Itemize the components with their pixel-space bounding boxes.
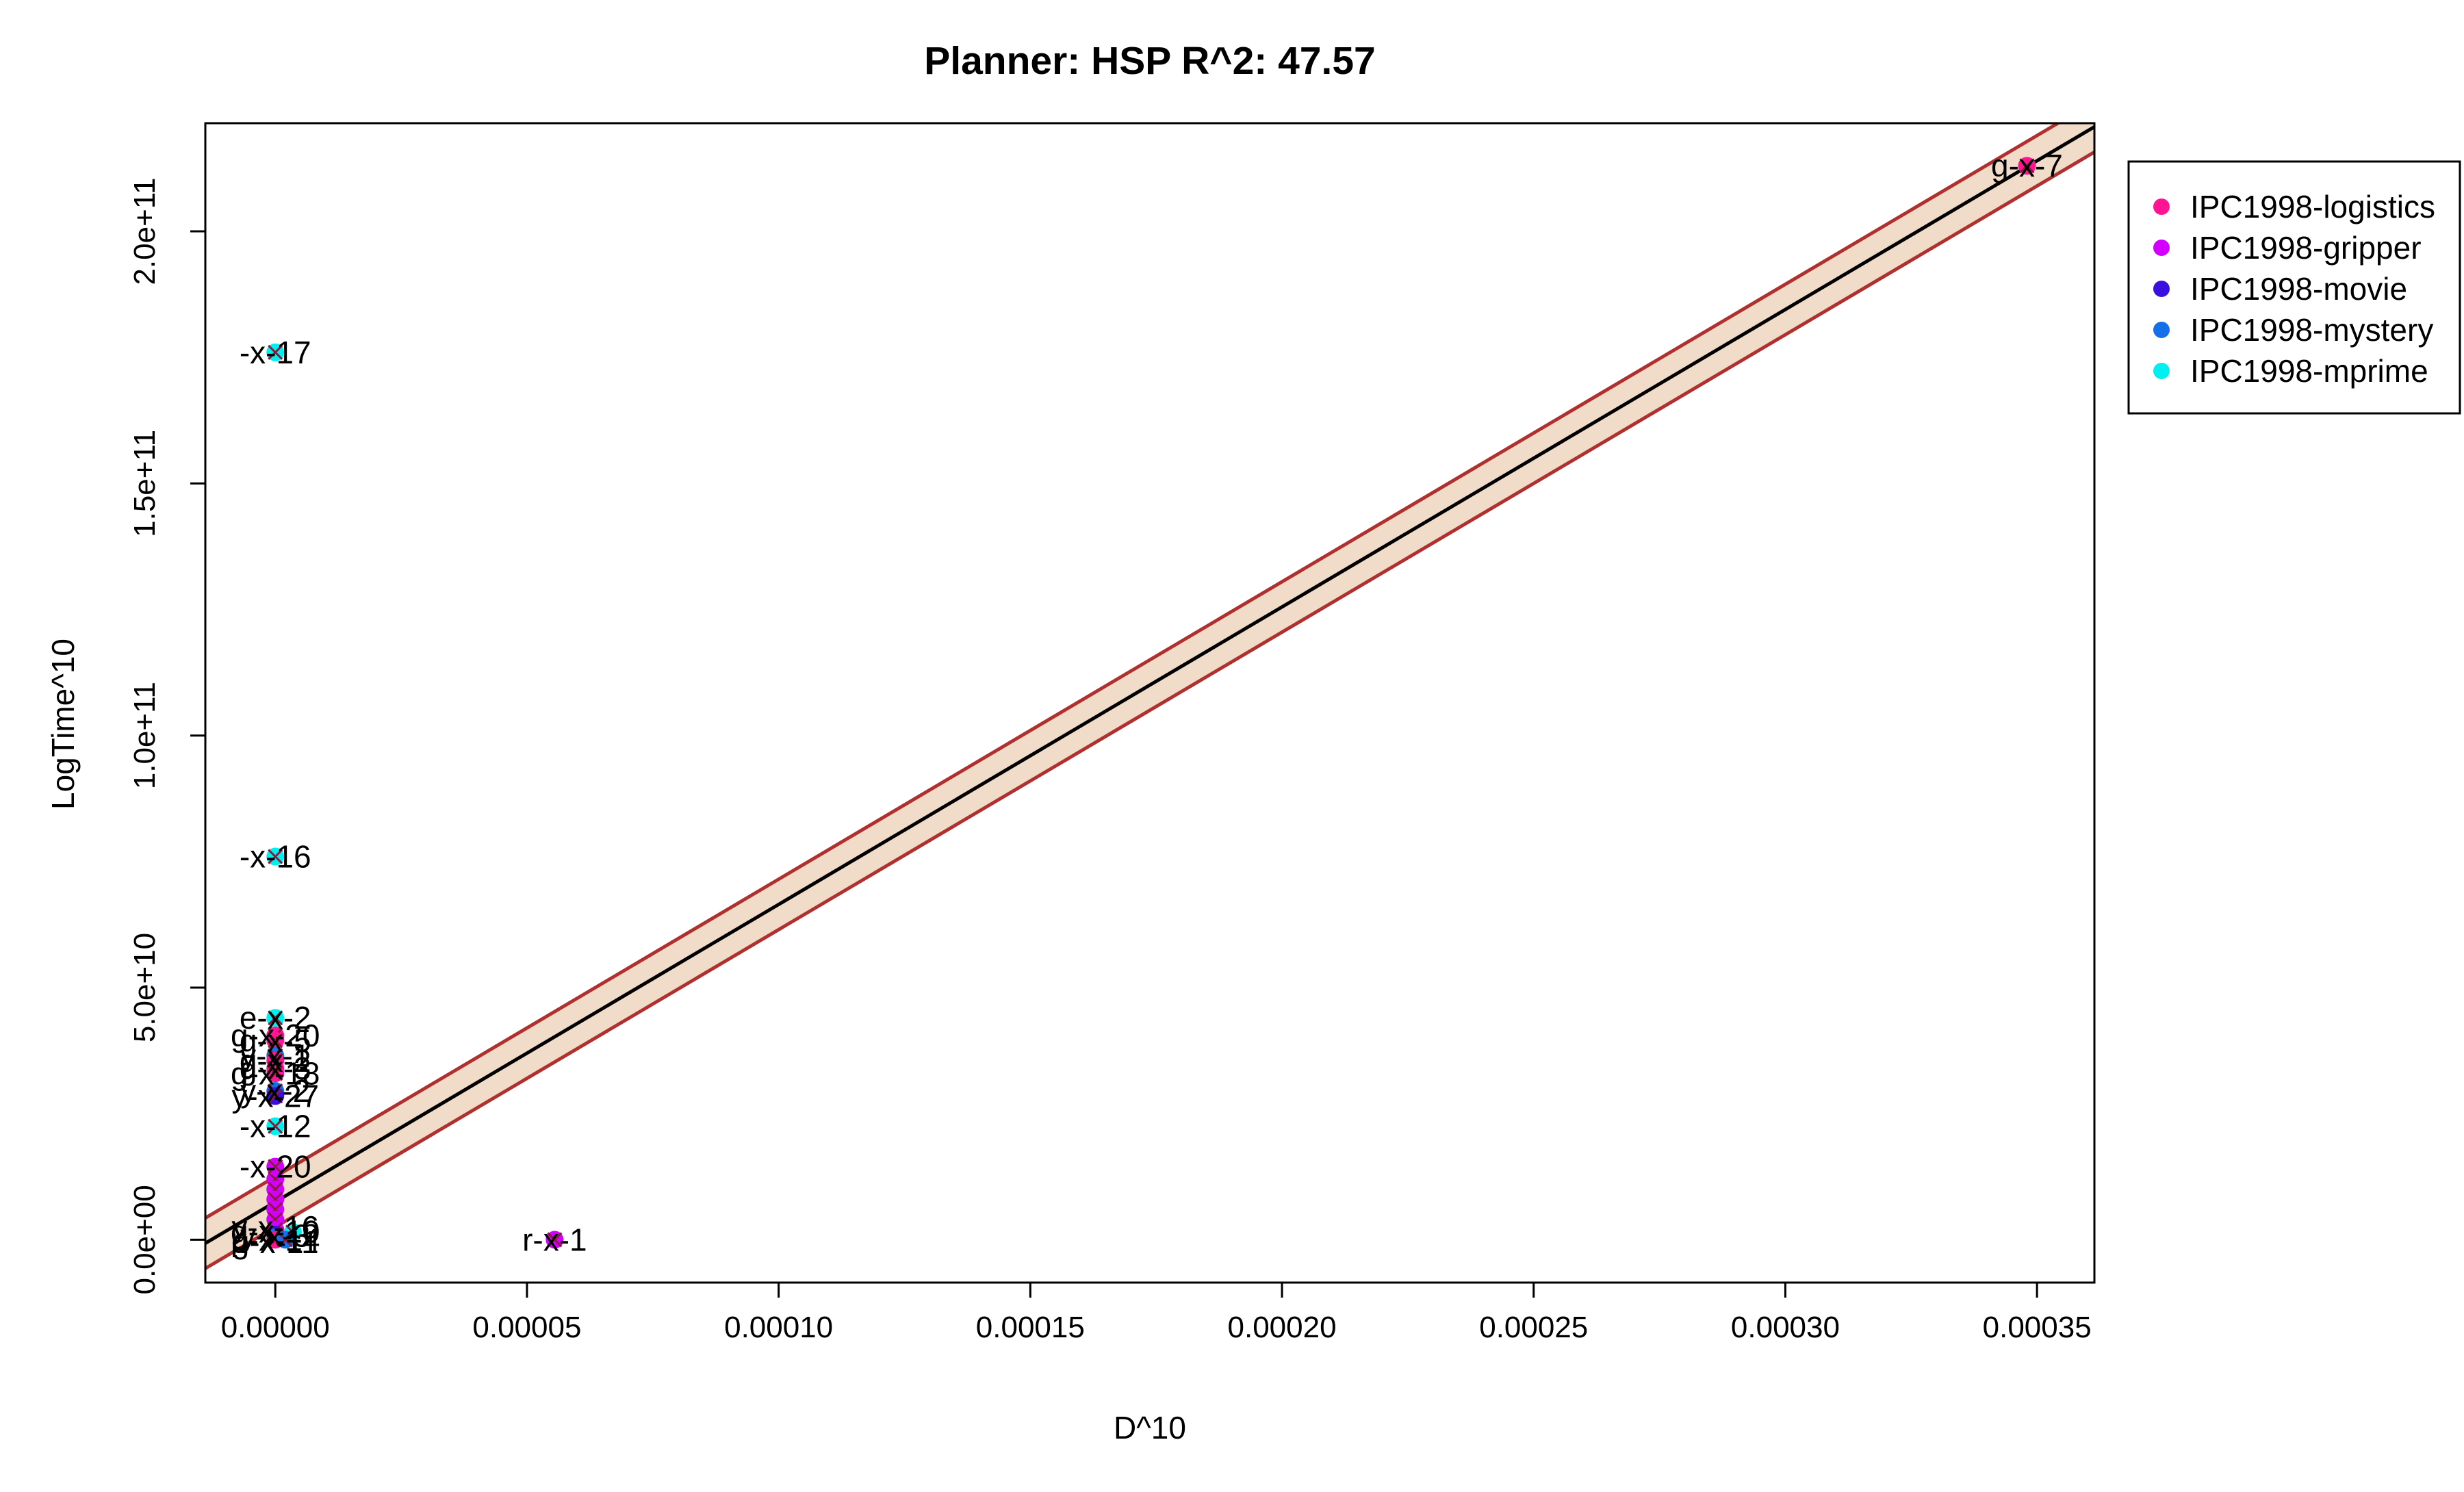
y-tick-label: 0.0e+00	[128, 1185, 162, 1294]
data-point-marker	[268, 849, 283, 864]
point-label: e-x-2	[240, 1000, 311, 1036]
y-tick-label: 1.5e+11	[128, 430, 162, 537]
x-axis-label: D^10	[1114, 1410, 1186, 1445]
x-tick-label: 0.00025	[1479, 1311, 1588, 1344]
confidence-band-fill	[205, 123, 2094, 1269]
data-point-marker	[268, 1066, 283, 1081]
confidence-band-layer	[205, 123, 2094, 1271]
point-label: p-x-14	[231, 1222, 320, 1257]
point-labels-layer: g-x-7-x-17-x-16e-x-2g-x-20g-x-5y-x-1g-x-…	[231, 148, 2063, 1260]
points-layer	[266, 157, 2036, 1249]
x-tick-label: 0.00030	[1731, 1311, 1840, 1344]
legend-label: IPC1998-logistics	[2190, 189, 2435, 224]
legend-label: IPC1998-mystery	[2190, 312, 2433, 348]
y-tick-label: 1.0e+11	[128, 682, 162, 789]
y-axis-label: LogTime^10	[45, 639, 81, 810]
y-axis: 0.0e+00 5.0e+10 1.0e+11 1.5e+11 2.0e+11	[128, 178, 207, 1295]
point-label: r-x-1	[522, 1222, 587, 1257]
data-point-marker	[268, 1088, 283, 1104]
legend-marker	[2153, 281, 2170, 297]
x-tick-label: 0.00020	[1228, 1311, 1337, 1344]
data-point-marker	[268, 1118, 283, 1134]
point-label: g-x-20	[231, 1018, 320, 1053]
x-tick-label: 0.00015	[976, 1311, 1085, 1344]
point-label: g-x-3	[240, 1051, 311, 1086]
x-axis: 0.00000 0.00005 0.00010 0.00015 0.00020 0.000…	[221, 1281, 2092, 1344]
point-label: y-x-27	[231, 1078, 319, 1114]
data-point-marker	[268, 1033, 283, 1049]
x-tick-label: 0.00035	[1983, 1311, 2092, 1344]
point-label: -x-16	[240, 839, 311, 875]
data-point-marker	[268, 1159, 283, 1174]
point-label: y-x-3	[240, 1218, 310, 1253]
legend-marker	[2153, 240, 2170, 256]
point-label: g-x-2	[240, 1043, 311, 1079]
point-label: y-x-16	[231, 1209, 319, 1245]
point-label: g-x-11	[232, 1224, 319, 1260]
data-point-marker	[547, 1232, 563, 1248]
legend-box	[2127, 160, 2461, 415]
point-label: -x-12	[240, 1109, 311, 1144]
chart-title: Planner: HSP R^2: 47.57	[924, 39, 1376, 83]
x-tick-label: 0.00005	[472, 1311, 581, 1344]
data-point-marker	[268, 1010, 283, 1026]
legend: IPC1998-logistics IPC1998-gripper IPC1998-…	[2127, 160, 2461, 415]
legend-marker	[2153, 363, 2170, 379]
point-label: y-x-2	[240, 1073, 310, 1109]
legend-marker	[2153, 322, 2170, 338]
y-tick-label: 5.0e+10	[128, 933, 162, 1042]
data-point-marker	[2019, 158, 2035, 174]
point-label: -x-17	[240, 335, 311, 370]
point-label: g-x-10	[231, 1214, 320, 1250]
data-point-marker	[277, 1232, 293, 1248]
legend-label: IPC1998-gripper	[2190, 230, 2422, 266]
x-tick-label: 0.00010	[724, 1311, 833, 1344]
point-label: g-x-18	[231, 1055, 320, 1091]
legend-label: IPC1998-movie	[2190, 271, 2407, 307]
point-label: y-x-1	[240, 1038, 310, 1073]
point-label: g-x-5	[240, 1022, 311, 1058]
confidence-band-upper	[205, 123, 2062, 1220]
confidence-band-lower	[205, 150, 2094, 1271]
legend-label: IPC1998-mprime	[2190, 353, 2428, 389]
point-label: g-x-7	[1991, 148, 2063, 183]
y-tick-label: 2.0e+11	[128, 178, 162, 285]
point-label: -x-20	[240, 1149, 311, 1185]
legend-marker	[2153, 198, 2170, 215]
x-tick-label: 0.00000	[221, 1311, 330, 1344]
fit-line	[205, 125, 2094, 1246]
data-point-marker	[268, 344, 283, 360]
